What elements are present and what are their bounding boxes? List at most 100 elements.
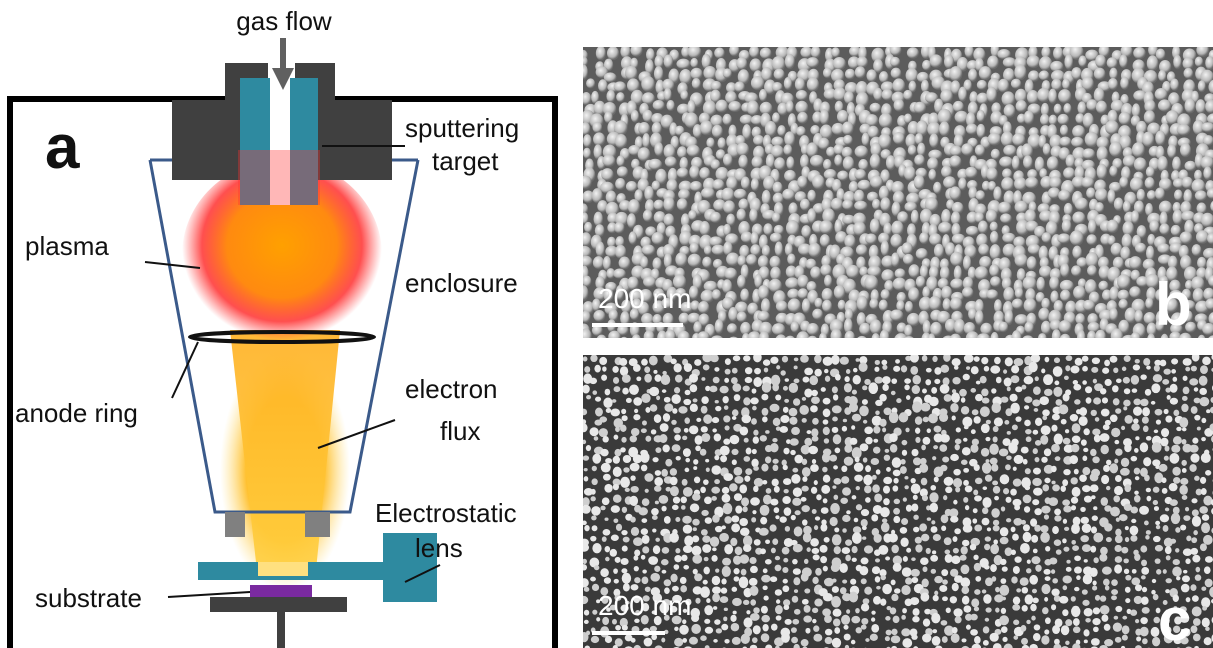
grain <box>993 539 998 544</box>
grain <box>975 144 985 156</box>
grain <box>902 638 912 648</box>
grain <box>934 591 938 596</box>
grain <box>693 466 697 470</box>
grain <box>1020 577 1029 585</box>
grain <box>1135 243 1146 254</box>
grain <box>891 253 900 268</box>
grain <box>670 486 679 496</box>
grain <box>591 478 597 485</box>
grain <box>1104 523 1112 532</box>
grain <box>775 515 779 519</box>
grain <box>621 409 626 414</box>
grain <box>636 376 641 381</box>
grain <box>790 438 799 445</box>
grain <box>746 610 750 614</box>
grain <box>939 121 950 136</box>
grain <box>644 473 653 482</box>
grain <box>1071 477 1078 484</box>
grain <box>1105 120 1119 134</box>
grain <box>690 404 698 412</box>
grain <box>712 125 723 138</box>
grain <box>1064 376 1069 380</box>
grain <box>688 45 702 58</box>
grain <box>1071 606 1080 617</box>
grain <box>1059 320 1072 333</box>
grain <box>644 330 655 343</box>
grain <box>844 376 849 382</box>
grain <box>681 505 686 510</box>
grain <box>1144 521 1149 526</box>
grain <box>1079 416 1088 426</box>
grain <box>814 480 818 485</box>
grain <box>953 548 959 554</box>
grain <box>655 501 659 505</box>
grain <box>592 122 602 133</box>
grain <box>620 477 630 488</box>
grain <box>1063 547 1069 552</box>
grain <box>711 555 717 562</box>
grain <box>984 544 990 550</box>
grain <box>881 360 887 366</box>
grain <box>752 406 757 411</box>
grain <box>941 620 948 625</box>
grain <box>892 485 898 491</box>
grain <box>786 156 794 169</box>
grain <box>1086 188 1096 199</box>
grain <box>856 358 860 362</box>
grain <box>812 509 817 514</box>
grain <box>1051 481 1055 485</box>
grain <box>993 426 999 432</box>
grain <box>962 540 969 547</box>
grain <box>667 100 675 111</box>
grain <box>1155 409 1163 416</box>
grain <box>704 605 713 615</box>
grain <box>985 607 991 612</box>
grain <box>1134 596 1142 604</box>
grain <box>794 379 800 384</box>
grain <box>886 630 892 636</box>
grain <box>1062 219 1072 233</box>
grain <box>1009 394 1017 402</box>
grain <box>807 430 812 434</box>
grain <box>1061 419 1067 425</box>
grain <box>703 414 712 424</box>
grain <box>981 357 988 364</box>
grain <box>606 190 617 203</box>
grain <box>989 264 999 277</box>
grain <box>641 518 647 523</box>
grain <box>952 536 957 542</box>
grain <box>1022 335 1034 346</box>
grain <box>690 58 698 68</box>
grain <box>701 187 715 198</box>
substrate <box>250 585 312 597</box>
grain <box>1200 477 1206 484</box>
grain <box>743 544 751 552</box>
grain <box>913 608 920 616</box>
grain <box>1125 537 1129 542</box>
grain <box>602 155 615 167</box>
grain <box>852 390 857 395</box>
grain <box>980 323 992 335</box>
grain <box>910 366 918 375</box>
grain <box>728 337 740 347</box>
grain <box>890 607 897 614</box>
grain <box>862 399 868 405</box>
grain <box>1079 407 1087 416</box>
grain <box>1173 55 1181 69</box>
grain <box>723 154 733 167</box>
grain <box>1202 606 1207 611</box>
grain <box>1110 414 1118 422</box>
grain <box>762 624 768 631</box>
grain <box>1194 415 1200 421</box>
grain <box>1032 598 1038 604</box>
grain <box>1082 485 1091 492</box>
grain <box>674 638 683 647</box>
grain <box>723 439 730 445</box>
grain <box>682 479 688 486</box>
grain <box>891 545 898 554</box>
grain <box>1205 556 1213 563</box>
grain <box>645 489 649 493</box>
grain <box>784 489 789 493</box>
grain <box>875 360 880 365</box>
grain <box>731 623 740 631</box>
